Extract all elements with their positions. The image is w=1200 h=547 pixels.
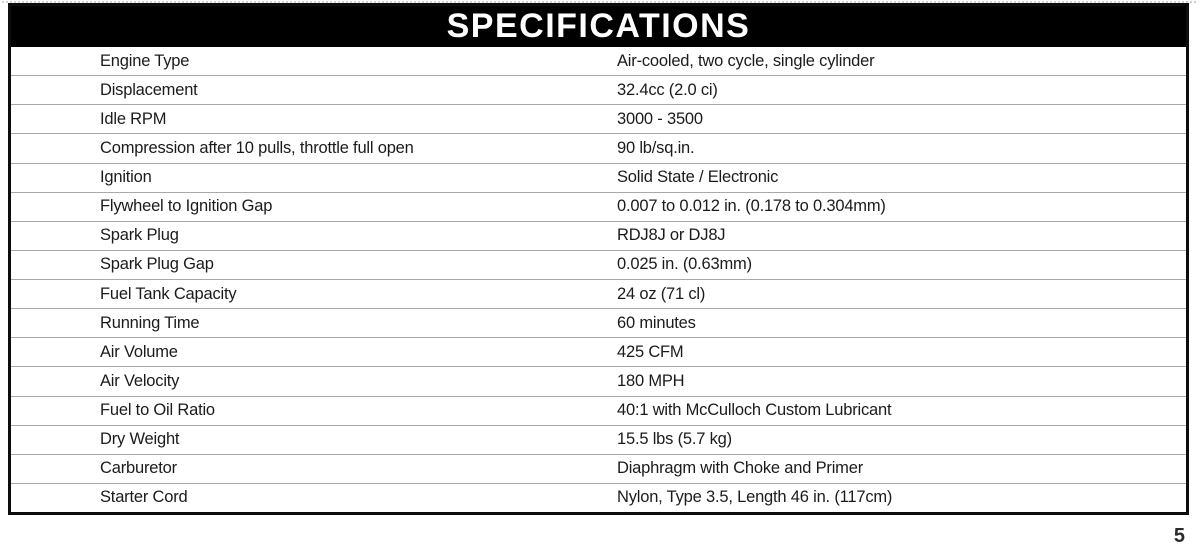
table-row: Carburetor Diaphragm with Choke and Prim…	[11, 455, 1186, 484]
table-row: Running Time 60 minutes	[11, 309, 1186, 339]
page-title: SPECIFICATIONS	[446, 6, 751, 45]
spec-value: 425 CFM	[617, 342, 684, 361]
spec-value: 180 MPH	[617, 371, 685, 390]
table-row: Air Velocity 180 MPH	[11, 367, 1186, 397]
spec-label: Starter Cord	[100, 488, 188, 507]
specifications-table: SPECIFICATIONS Engine Type Air-cooled, t…	[8, 3, 1189, 515]
spec-value: Diaphragm with Choke and Primer	[617, 459, 863, 478]
spec-label: Displacement	[100, 80, 198, 99]
spec-value: 3000 - 3500	[617, 109, 703, 128]
spec-label: Carburetor	[100, 459, 177, 478]
spec-label: Running Time	[100, 313, 200, 332]
scan-edge-line	[2, 1, 1196, 3]
table-body: Engine Type Air-cooled, two cycle, singl…	[11, 47, 1186, 512]
table-row: Compression after 10 pulls, throttle ful…	[11, 134, 1186, 164]
spec-label: Fuel to Oil Ratio	[100, 401, 215, 420]
spec-label: Spark Plug	[100, 226, 179, 245]
spec-value: 40:1 with McCulloch Custom Lubricant	[617, 401, 892, 420]
spec-value: 60 minutes	[617, 313, 696, 332]
spec-value: Air-cooled, two cycle, single cylinder	[617, 51, 875, 70]
spec-value: 90 lb/sq.in.	[617, 138, 695, 157]
spec-label: Engine Type	[100, 51, 190, 70]
table-row: Fuel to Oil Ratio 40:1 with McCulloch Cu…	[11, 397, 1186, 426]
table-row: Displacement 32.4cc (2.0 ci)	[11, 76, 1186, 106]
spec-label: Ignition	[100, 168, 152, 187]
table-row: Spark Plug RDJ8J or DJ8J	[11, 222, 1186, 251]
spec-label: Air Volume	[100, 342, 178, 361]
spec-value: 0.007 to 0.012 in. (0.178 to 0.304mm)	[617, 197, 886, 216]
spec-value: 15.5 lbs (5.7 kg)	[617, 430, 732, 449]
spec-value: RDJ8J or DJ8J	[617, 226, 726, 245]
spec-value: 24 oz (71 cl)	[617, 284, 706, 303]
table-row: Engine Type Air-cooled, two cycle, singl…	[11, 47, 1186, 77]
spec-label: Dry Weight	[100, 430, 180, 449]
table-row: Flywheel to Ignition Gap 0.007 to 0.012 …	[11, 193, 1186, 222]
table-row: Dry Weight 15.5 lbs (5.7 kg)	[11, 426, 1186, 455]
spec-label: Flywheel to Ignition Gap	[100, 197, 273, 216]
table-row: Ignition Solid State / Electronic	[11, 164, 1186, 193]
table-row: Air Volume 425 CFM	[11, 338, 1186, 368]
spec-label: Fuel Tank Capacity	[100, 284, 237, 303]
page-number: 5	[1173, 525, 1185, 547]
spec-label: Spark Plug Gap	[100, 255, 214, 274]
spec-value: Solid State / Electronic	[617, 168, 779, 187]
spec-label: Compression after 10 pulls, throttle ful…	[100, 138, 414, 157]
table-header-bar: SPECIFICATIONS	[11, 6, 1186, 47]
table-row: Fuel Tank Capacity 24 oz (71 cl)	[11, 280, 1186, 310]
table-row: Idle RPM 3000 - 3500	[11, 105, 1186, 135]
spec-label: Idle RPM	[100, 109, 167, 128]
spec-value: Nylon, Type 3.5, Length 46 in. (117cm)	[617, 488, 893, 507]
spec-value: 0.025 in. (0.63mm)	[617, 255, 752, 274]
table-row: Spark Plug Gap 0.025 in. (0.63mm)	[11, 251, 1186, 280]
spec-value: 32.4cc (2.0 ci)	[617, 80, 718, 99]
spec-label: Air Velocity	[100, 371, 180, 390]
table-row: Starter Cord Nylon, Type 3.5, Length 46 …	[11, 484, 1186, 512]
